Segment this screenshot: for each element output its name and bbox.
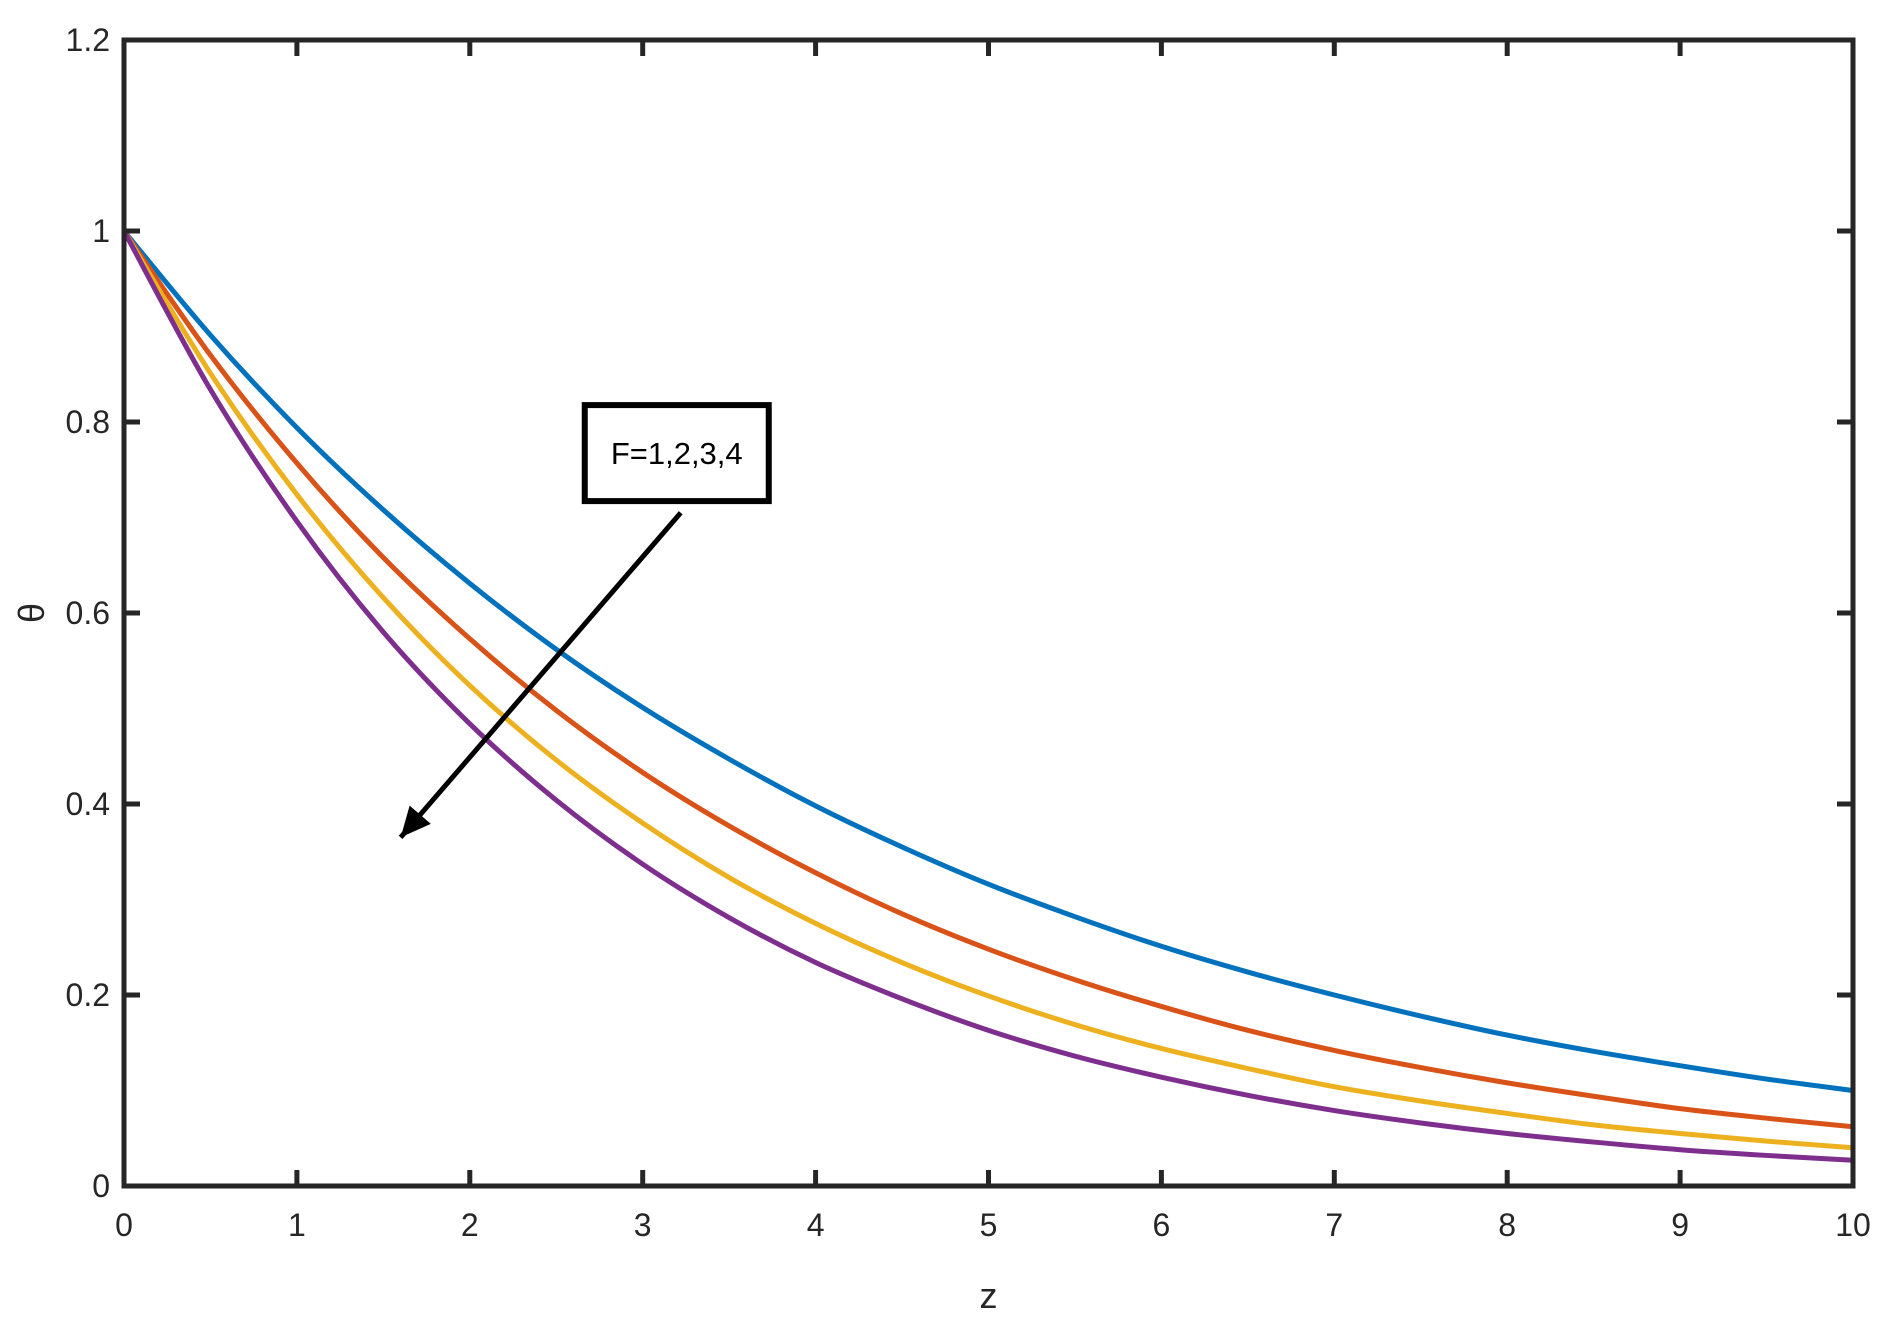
- y-tick-label: 1.2: [66, 22, 110, 58]
- series-line-1: [121, 228, 1856, 1093]
- y-tick-label: 0.2: [66, 977, 110, 1013]
- x-tick-label: 4: [807, 1207, 825, 1243]
- x-tick-label: 6: [1153, 1207, 1171, 1243]
- annotation-text: F=1,2,3,4: [611, 436, 743, 471]
- x-tick-label: 5: [980, 1207, 998, 1243]
- annotation-arrow-shaft: [398, 511, 683, 840]
- annotation-box: [581, 402, 772, 505]
- y-tick-label: 0.6: [66, 595, 110, 631]
- ticks-layer: 0 1 2 3 4 5 6 7 8 9 10 0 0.2 0.4 0.6 0.8 1 1.2: [66, 22, 1871, 1243]
- series-line-4: [121, 228, 1856, 1163]
- y-tick-label: 0: [92, 1168, 110, 1204]
- y-tick-label: 1: [92, 213, 110, 249]
- x-tick-label: 8: [1498, 1207, 1516, 1243]
- annotation-arrow-head: [400, 805, 431, 838]
- x-tick-label: 10: [1835, 1207, 1871, 1243]
- series-layer: [121, 228, 1856, 1163]
- x-tick-label: 9: [1671, 1207, 1689, 1243]
- series-line-3: [121, 228, 1856, 1151]
- x-tick-label: 3: [634, 1207, 652, 1243]
- x-tick-label: 2: [461, 1207, 479, 1243]
- x-tick-label: 7: [1325, 1207, 1343, 1243]
- y-tick-label: 0.4: [66, 786, 110, 822]
- x-axis-label: z: [980, 1275, 998, 1316]
- series-line-2: [121, 228, 1856, 1130]
- annotation-layer: F=1,2,3,4: [398, 402, 772, 840]
- y-tick-label: 0.8: [66, 404, 110, 440]
- y-axis-label: θ: [11, 603, 52, 623]
- x-tick-label: 0: [115, 1207, 133, 1243]
- x-tick-label: 1: [288, 1207, 306, 1243]
